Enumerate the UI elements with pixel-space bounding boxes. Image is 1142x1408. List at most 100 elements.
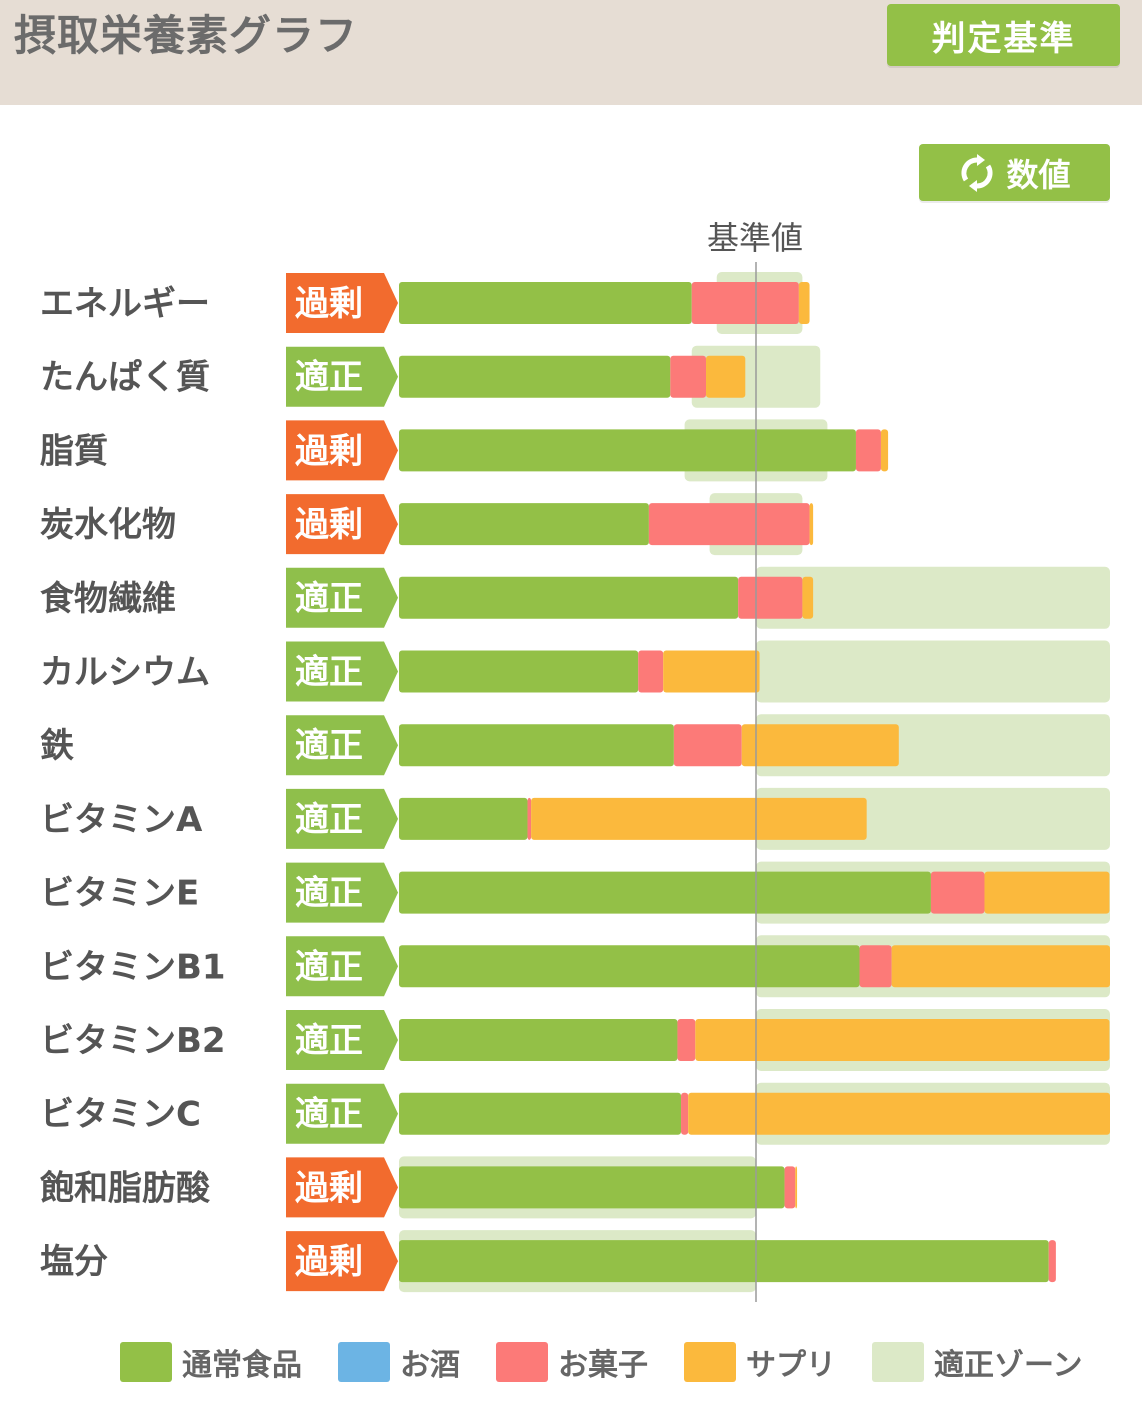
- bar-segment: [399, 724, 674, 767]
- legend-label: お菓子: [558, 1348, 648, 1383]
- status-badge-label: 適正: [295, 1095, 363, 1135]
- nutrient-label: ビタミンE: [40, 874, 199, 914]
- proper-zone-band: [756, 566, 1110, 629]
- status-badge: [286, 494, 398, 555]
- bar-segment: [399, 1240, 1049, 1283]
- legend-swatch-normal-food: [120, 1342, 172, 1382]
- bar-segment: [706, 355, 746, 398]
- chart-legend: 通常食品 お酒 お菓子 サプリ 適正ゾーン: [120, 1340, 1119, 1384]
- bar-segment: [670, 355, 707, 398]
- nutrient-label: ビタミンC: [40, 1095, 201, 1135]
- status-badge-label: 適正: [295, 726, 363, 766]
- status-badge-label: 適正: [295, 653, 363, 693]
- bar-segment: [859, 945, 892, 988]
- bar-segment: [399, 503, 649, 546]
- legend-label: 通常食品: [182, 1348, 302, 1383]
- nutrient-label: 食物繊維: [40, 579, 176, 619]
- nutrient-label: 飽和脂肪酸: [40, 1168, 211, 1208]
- status-badge-label: 過剰: [295, 1168, 363, 1208]
- status-badge: [286, 936, 398, 997]
- page-title: 摂取栄養素グラフ: [14, 11, 359, 60]
- status-badge-label: 適正: [295, 874, 363, 914]
- status-badge-label: 過剰: [295, 505, 363, 545]
- bar-segment: [802, 576, 814, 619]
- bar-segment: [1048, 1240, 1056, 1283]
- nutrient-label: たんぱく質: [40, 358, 210, 398]
- bar-segment: [741, 724, 899, 767]
- legend-item-alcohol: お酒: [338, 1340, 460, 1384]
- status-badge: [286, 420, 398, 481]
- bar-segment: [399, 797, 528, 840]
- status-badge-label: 適正: [295, 800, 363, 840]
- proper-zone-band: [756, 640, 1110, 703]
- legend-swatch-alcohol: [338, 1342, 390, 1382]
- bar-segment: [527, 797, 532, 840]
- bar-segment: [399, 282, 692, 324]
- toggle-values-button[interactable]: 数値: [919, 144, 1110, 201]
- nutrient-label: ビタミンA: [40, 800, 203, 840]
- bar-segment: [695, 1019, 1110, 1061]
- legend-item-proper-zone: 適正ゾーン: [872, 1340, 1083, 1384]
- nutrient-label: 塩分: [40, 1242, 108, 1282]
- status-badge: [286, 715, 398, 776]
- bar-segment: [738, 576, 803, 619]
- legend-item-snack: お菓子: [496, 1340, 648, 1384]
- nutrient-label: 脂質: [40, 431, 108, 471]
- nutrient-label: 炭水化物: [40, 505, 176, 545]
- bar-segment: [399, 576, 739, 619]
- status-badge: [286, 273, 398, 333]
- bar-segment: [399, 429, 856, 472]
- bar-segment: [809, 503, 814, 546]
- nutrient-label: カルシウム: [40, 653, 210, 693]
- legend-swatch-proper-zone: [872, 1342, 924, 1382]
- bar-segment: [688, 1092, 1110, 1135]
- status-badge-label: 適正: [295, 579, 363, 619]
- legend-label: お酒: [400, 1348, 460, 1383]
- legend-label: サプリ: [746, 1348, 836, 1383]
- bar-segment: [673, 724, 742, 767]
- status-badge-label: 適正: [295, 1021, 363, 1061]
- bar-segment: [399, 650, 639, 693]
- nutrient-label: 鉄: [40, 726, 74, 766]
- legend-label: 適正ゾーン: [934, 1348, 1083, 1383]
- refresh-icon: [961, 153, 993, 192]
- legend-swatch-supplement: [684, 1342, 736, 1382]
- legend-swatch-snack: [496, 1342, 548, 1382]
- bar-segment: [663, 650, 760, 693]
- status-badge: [286, 1083, 398, 1144]
- status-badge-label: 過剰: [295, 431, 363, 471]
- status-badge: [286, 641, 398, 702]
- bar-segment: [399, 945, 860, 988]
- legend-item-normal-food: 通常食品: [120, 1340, 302, 1384]
- header-bar: 摂取栄養素グラフ 判定基準: [0, 0, 1142, 105]
- bar-segment: [984, 871, 1110, 914]
- legend-item-supplement: サプリ: [684, 1340, 836, 1384]
- status-badge-label: 適正: [295, 947, 363, 987]
- bar-segment: [399, 871, 931, 914]
- bar-segment: [795, 1166, 798, 1209]
- reference-value-label: 基準値: [706, 219, 803, 257]
- status-badge-label: 過剰: [295, 1242, 363, 1282]
- bar-segment: [930, 871, 985, 914]
- status-badge: [286, 1157, 398, 1218]
- bar-segment: [531, 797, 867, 840]
- status-badge-label: 適正: [295, 358, 363, 398]
- bar-segment: [891, 945, 1110, 988]
- bar-segment: [399, 1092, 682, 1135]
- status-badge: [286, 1010, 398, 1070]
- toggle-values-label: 数値: [1006, 155, 1071, 194]
- status-badge: [286, 567, 398, 628]
- status-badge: [286, 1231, 398, 1292]
- bar-segment: [638, 650, 664, 693]
- status-badge: [286, 788, 398, 849]
- bar-segment: [691, 282, 799, 324]
- status-badge: [286, 346, 398, 407]
- criteria-button[interactable]: 判定基準: [887, 4, 1120, 66]
- nutrient-label: ビタミンB1: [40, 947, 226, 987]
- status-badge: [286, 862, 398, 923]
- bar-segment: [798, 282, 810, 324]
- bar-segment: [399, 1166, 785, 1209]
- bar-segment: [648, 503, 810, 546]
- bar-segment: [880, 429, 889, 472]
